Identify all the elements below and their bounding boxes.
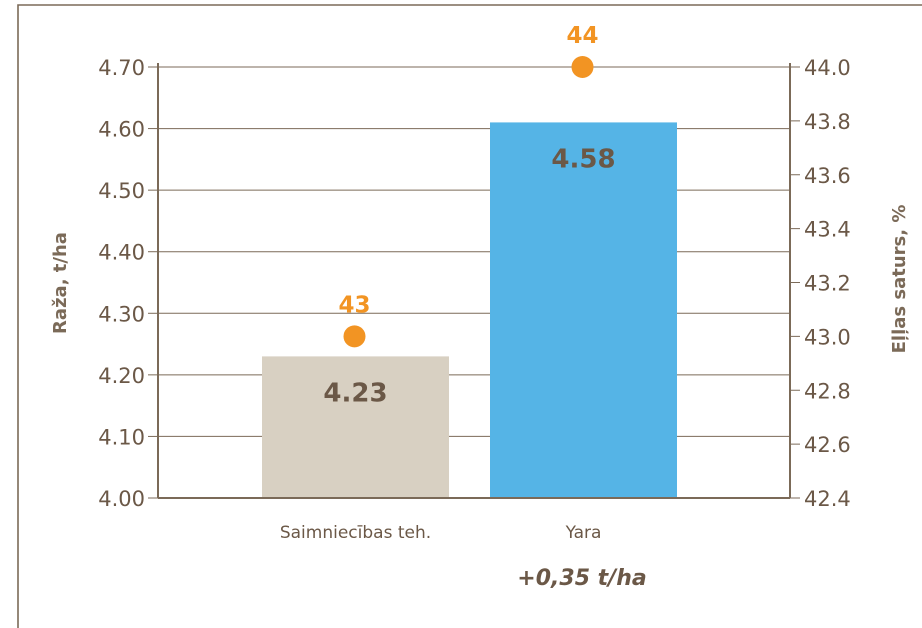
y-tick-label-left: 4.00: [98, 487, 145, 511]
category-label: Yara: [565, 523, 602, 543]
points-layer: [343, 56, 594, 348]
y-tick-label-right: 44.0: [804, 56, 851, 80]
data-point: [343, 325, 366, 348]
y-tick-label-right: 43.8: [804, 110, 851, 134]
axis-layer: [157, 63, 791, 499]
y-tick-label-left: 4.30: [98, 302, 145, 326]
difference-annotation: +0,35 t/ha: [517, 566, 646, 591]
grid-layer: [148, 66, 800, 499]
bar: [490, 122, 677, 499]
category-label: Saimniecības teh.: [280, 523, 431, 543]
point-value-label: 44: [566, 23, 598, 49]
data-point: [571, 56, 594, 78]
y-tick-label-left: 4.50: [98, 179, 145, 203]
bars-layer: [262, 122, 677, 499]
chart-frame: [17, 4, 922, 628]
point-value-label: 43: [338, 292, 370, 318]
y-tick-label-right: 42.6: [804, 433, 851, 457]
y-tick-label-left: 4.70: [98, 56, 145, 80]
y-tick-label-right: 43.4: [804, 218, 851, 242]
bar: [262, 356, 449, 498]
y-tick-label-right: 42.8: [804, 379, 851, 403]
y-tick-label-right: 43.6: [804, 164, 851, 188]
y-tick-label-left: 4.20: [98, 364, 145, 388]
text-layer: 4.00 4.10 4.20 4.30 4.40 4.50 4.60 4.70 42.4 42.6…: [98, 23, 851, 543]
y-tick-label-right: 42.4: [804, 487, 851, 511]
y-tick-label-right: 43.2: [804, 272, 851, 296]
y-axis-title-left: Raža, t/ha: [50, 232, 71, 334]
y-axis-title-right: Eļļas saturs, %: [889, 205, 910, 354]
y-tick-label-left: 4.40: [98, 241, 145, 265]
y-tick-label-left: 4.60: [98, 118, 145, 142]
y-tick-label-right: 43.0: [804, 325, 851, 349]
bar-value-label: 4.58: [551, 144, 615, 174]
y-tick-label-left: 4.10: [98, 425, 145, 449]
bar-value-label: 4.23: [323, 378, 387, 408]
